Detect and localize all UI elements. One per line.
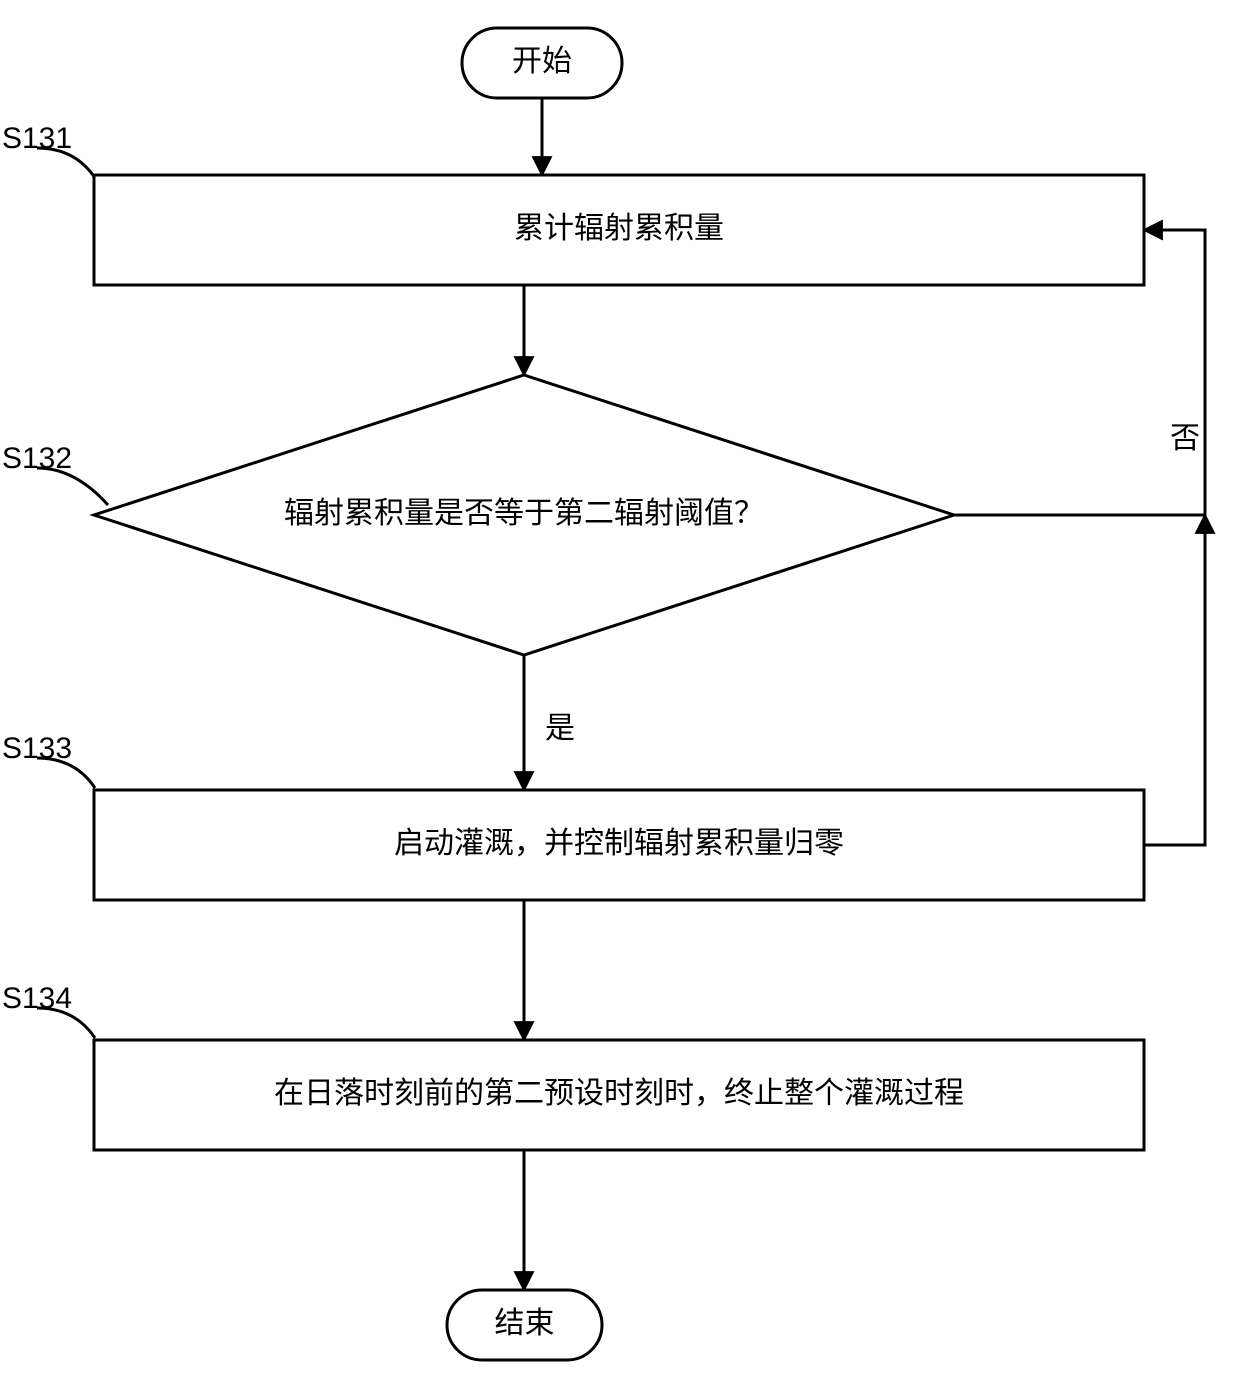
step-label-S132: S132 bbox=[2, 442, 72, 475]
node-end: 结束 bbox=[447, 1290, 602, 1360]
node-start-label: 开始 bbox=[512, 45, 572, 78]
node-n3-label: 在日落时刻前的第二预设时刻时，终止整个灌溉过程 bbox=[274, 1077, 964, 1110]
node-n1-label: 累计辐射累积量 bbox=[514, 212, 724, 245]
step-label-S134: S134 bbox=[2, 982, 72, 1015]
node-n3: 在日落时刻前的第二预设时刻时，终止整个灌溉过程 bbox=[94, 1040, 1144, 1150]
node-n2: 启动灌溉，并控制辐射累积量归零 bbox=[94, 790, 1144, 900]
node-n2-label: 启动灌溉，并控制辐射累积量归零 bbox=[394, 827, 844, 860]
node-start: 开始 bbox=[462, 28, 622, 98]
edge-label-d1-n1: 否 bbox=[1170, 422, 1200, 455]
node-n1: 累计辐射累积量 bbox=[94, 175, 1144, 285]
step-label-S133: S133 bbox=[2, 732, 72, 765]
node-d1-label: 辐射累积量是否等于第二辐射阈值？ bbox=[284, 497, 764, 530]
node-end-label: 结束 bbox=[495, 1307, 555, 1340]
edge-label-d1-n2: 是 bbox=[545, 712, 575, 745]
edge-n2-n1 bbox=[1144, 515, 1205, 845]
step-label-S131: S131 bbox=[2, 122, 72, 155]
node-d1: 辐射累积量是否等于第二辐射阈值？ bbox=[94, 375, 954, 655]
